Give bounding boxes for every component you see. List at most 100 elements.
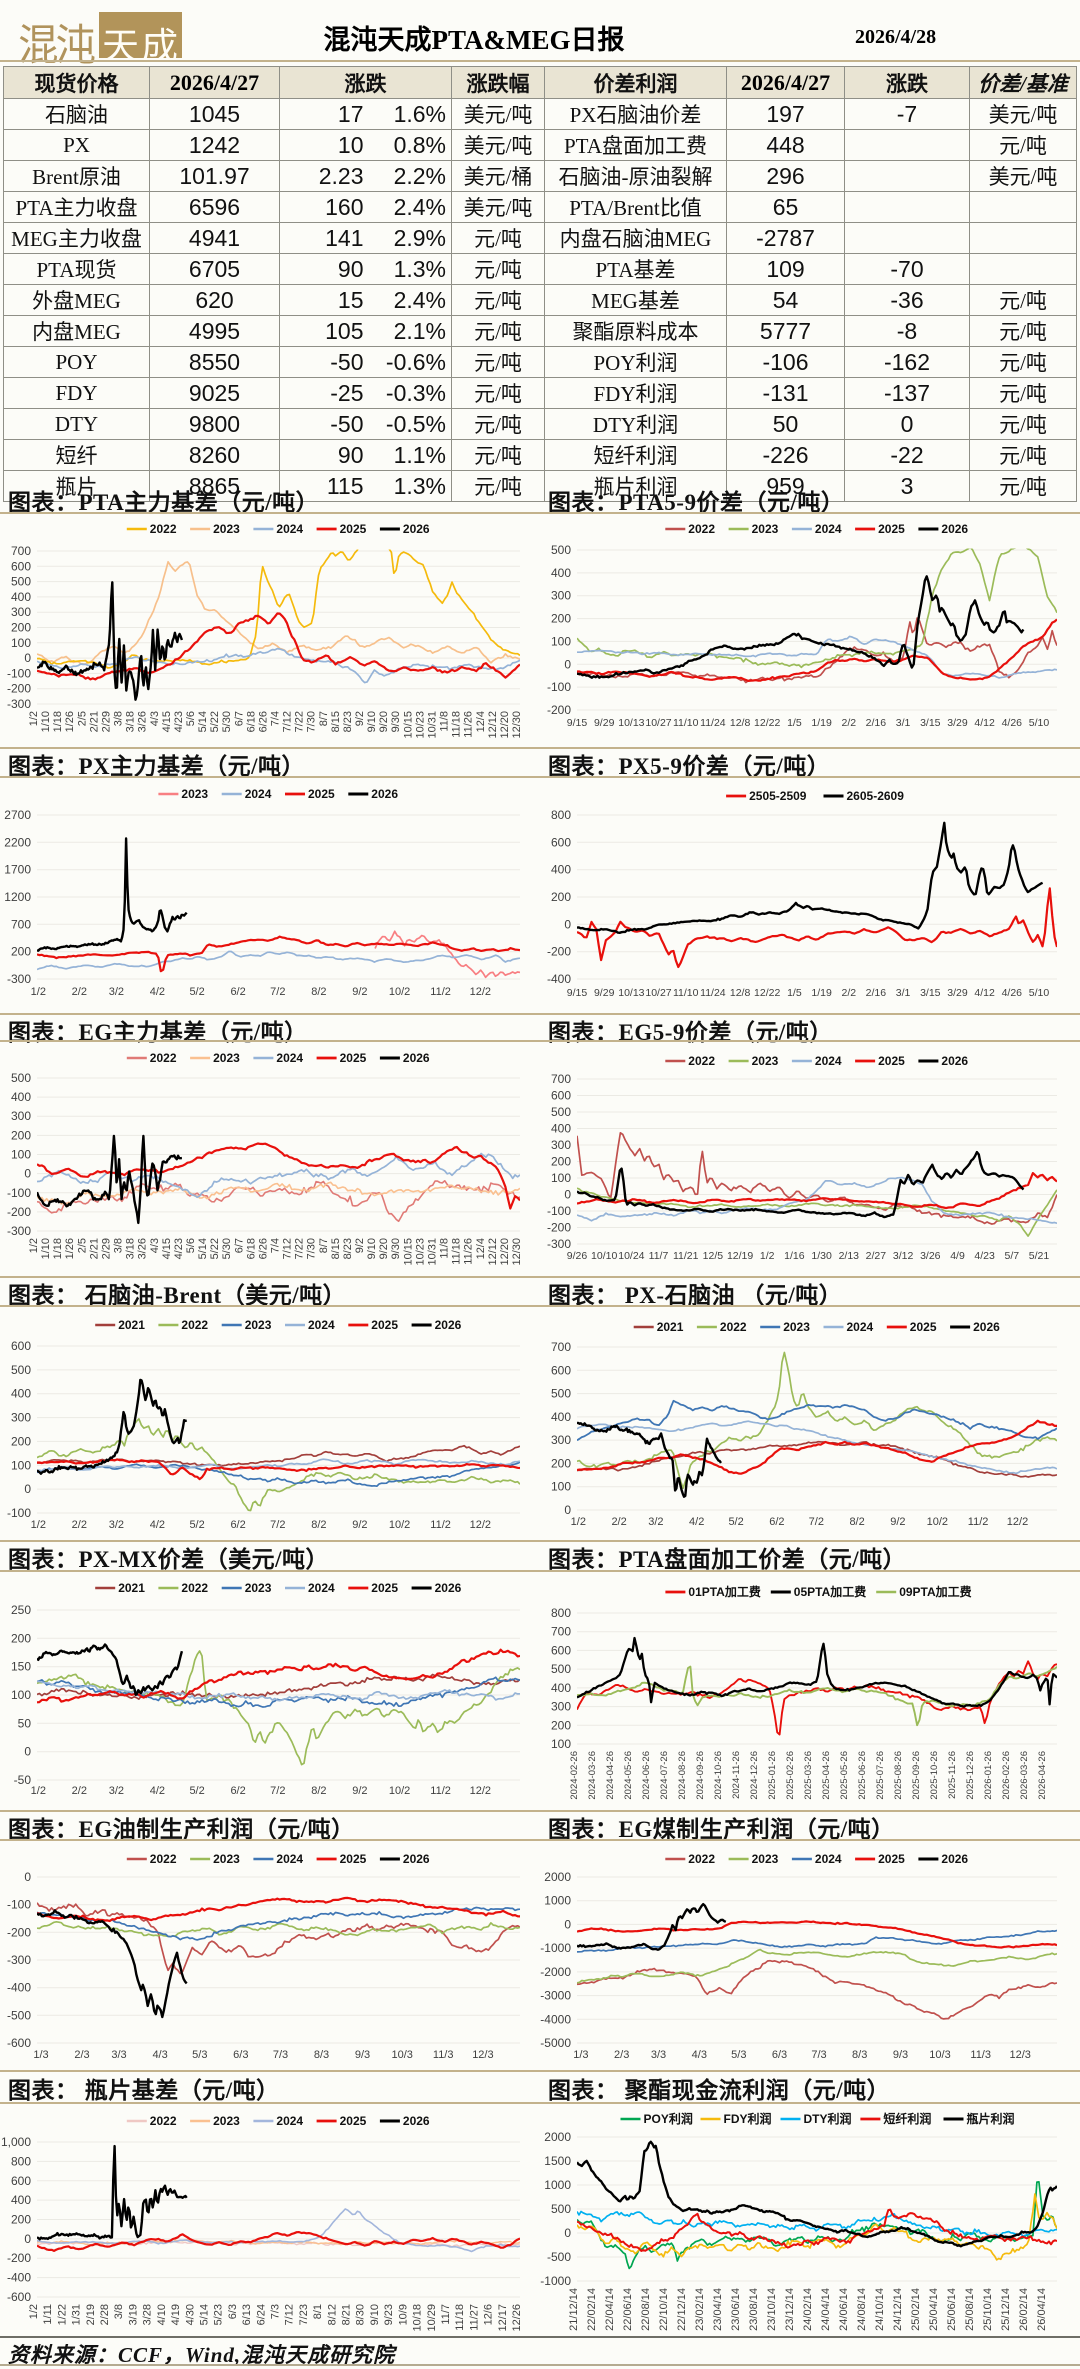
svg-text:11/8: 11/8 xyxy=(439,711,451,732)
svg-text:4/12: 4/12 xyxy=(974,717,995,729)
svg-text:2023: 2023 xyxy=(752,1852,779,1866)
svg-text:-400: -400 xyxy=(547,972,571,986)
svg-text:500: 500 xyxy=(11,1363,31,1377)
svg-text:2024-04-26: 2024-04-26 xyxy=(605,1751,616,1800)
svg-text:2026: 2026 xyxy=(941,522,968,536)
svg-text:2/29: 2/29 xyxy=(101,1238,113,1259)
svg-text:9/10: 9/10 xyxy=(369,2304,381,2325)
svg-text:-100: -100 xyxy=(7,1898,31,1912)
svg-text:0: 0 xyxy=(564,1188,571,1202)
svg-text:6/3: 6/3 xyxy=(772,2049,787,2061)
svg-text:1/18: 1/18 xyxy=(52,711,64,732)
svg-text:2025-09-26: 2025-09-26 xyxy=(911,1751,922,1800)
svg-text:4/3: 4/3 xyxy=(692,2049,707,2061)
svg-text:25/10/14: 25/10/14 xyxy=(982,2288,994,2331)
svg-text:6/2: 6/2 xyxy=(230,1785,245,1797)
svg-text:12/17: 12/17 xyxy=(497,2304,509,2332)
svg-text:4/26: 4/26 xyxy=(1002,717,1023,729)
svg-text:2022: 2022 xyxy=(150,522,177,536)
svg-text:3/26: 3/26 xyxy=(137,711,149,732)
svg-text:12/22: 12/22 xyxy=(754,717,780,729)
svg-text:4/3: 4/3 xyxy=(149,711,161,726)
svg-text:0: 0 xyxy=(24,1745,31,1759)
svg-text:-3000: -3000 xyxy=(540,1989,571,2003)
svg-text:1/18: 1/18 xyxy=(52,1238,64,1259)
svg-text:2024-10-26: 2024-10-26 xyxy=(713,1751,724,1800)
svg-text:7/3: 7/3 xyxy=(270,2304,282,2319)
svg-text:700: 700 xyxy=(551,1340,571,1354)
svg-text:23/04/14: 23/04/14 xyxy=(712,2288,724,2331)
svg-text:1/5: 1/5 xyxy=(787,717,802,729)
svg-text:24/06/14: 24/06/14 xyxy=(838,2288,850,2331)
svg-text:400: 400 xyxy=(551,566,571,580)
svg-text:2025-07-26: 2025-07-26 xyxy=(875,1751,886,1800)
svg-text:2025-05-26: 2025-05-26 xyxy=(839,1751,850,1800)
svg-text:100: 100 xyxy=(551,1480,571,1494)
svg-text:8/2: 8/2 xyxy=(311,1785,326,1797)
svg-text:5/14: 5/14 xyxy=(199,2304,211,2325)
svg-text:4/23: 4/23 xyxy=(173,711,185,732)
svg-text:2025: 2025 xyxy=(340,522,367,536)
svg-text:2025: 2025 xyxy=(878,1054,905,1068)
svg-text:2024-06-26: 2024-06-26 xyxy=(641,1751,652,1800)
svg-text:5/23: 5/23 xyxy=(213,2304,225,2325)
svg-text:9/30: 9/30 xyxy=(390,1238,402,1259)
svg-text:2026: 2026 xyxy=(403,522,430,536)
svg-text:0: 0 xyxy=(24,651,31,665)
svg-text:7/4: 7/4 xyxy=(270,1238,282,1253)
svg-text:1/10: 1/10 xyxy=(40,711,52,732)
svg-text:12/8: 12/8 xyxy=(730,717,751,729)
svg-text:5/7: 5/7 xyxy=(1004,1250,1019,1262)
svg-text:-200: -200 xyxy=(7,1205,31,1219)
svg-text:2/19: 2/19 xyxy=(85,2304,97,2325)
svg-text:12/4: 12/4 xyxy=(475,1238,487,1259)
svg-text:2/16: 2/16 xyxy=(866,717,887,729)
svg-text:10/27: 10/27 xyxy=(645,987,671,999)
svg-text:1/16: 1/16 xyxy=(784,1250,805,1262)
svg-text:2025-06-26: 2025-06-26 xyxy=(857,1751,868,1800)
svg-text:3/8: 3/8 xyxy=(113,1238,125,1253)
svg-text:200: 200 xyxy=(11,2213,31,2227)
svg-text:24/08/14: 24/08/14 xyxy=(856,2288,868,2331)
svg-text:7/2: 7/2 xyxy=(270,986,285,998)
svg-text:11/24: 11/24 xyxy=(700,987,726,999)
svg-text:2025-12-26: 2025-12-26 xyxy=(965,1751,976,1800)
svg-text:2023: 2023 xyxy=(752,1054,779,1068)
svg-text:6/18: 6/18 xyxy=(245,711,257,732)
svg-text:23/06/14: 23/06/14 xyxy=(730,2288,742,2331)
svg-text:0: 0 xyxy=(564,657,571,671)
svg-text:21/12/14: 21/12/14 xyxy=(568,2288,580,2331)
svg-text:5/22: 5/22 xyxy=(209,1238,221,1259)
svg-text:8/23: 8/23 xyxy=(342,711,354,732)
svg-text:9/20: 9/20 xyxy=(378,1238,390,1259)
svg-text:11/10: 11/10 xyxy=(673,717,699,729)
svg-text:11/2: 11/2 xyxy=(430,1785,451,1797)
svg-text:2025: 2025 xyxy=(878,522,905,536)
svg-text:-50: -50 xyxy=(14,1773,32,1787)
svg-text:-500: -500 xyxy=(547,2250,571,2264)
svg-text:10/18: 10/18 xyxy=(412,2304,424,2332)
svg-text:9/3: 9/3 xyxy=(355,2049,370,2061)
svg-text:500: 500 xyxy=(551,1387,571,1401)
svg-text:1/2: 1/2 xyxy=(571,1516,586,1528)
svg-text:2025-08-26: 2025-08-26 xyxy=(893,1751,904,1800)
svg-text:11/2: 11/2 xyxy=(430,1519,451,1531)
svg-text:2/2: 2/2 xyxy=(72,1519,87,1531)
svg-text:2022: 2022 xyxy=(181,1318,208,1332)
svg-text:11/8: 11/8 xyxy=(439,1238,451,1259)
svg-text:500: 500 xyxy=(551,1105,571,1119)
svg-text:10/13: 10/13 xyxy=(618,987,644,999)
svg-text:1/31: 1/31 xyxy=(71,2304,83,2325)
svg-text:POY利润: POY利润 xyxy=(644,2111,693,2126)
svg-text:2022: 2022 xyxy=(150,1852,177,1866)
svg-text:10/29: 10/29 xyxy=(426,2304,438,2332)
svg-text:2023: 2023 xyxy=(213,2114,240,2128)
svg-text:2024: 2024 xyxy=(276,2114,303,2128)
svg-text:11/10: 11/10 xyxy=(673,987,699,999)
svg-text:2026: 2026 xyxy=(973,1320,1000,1334)
svg-text:12/3: 12/3 xyxy=(472,2049,493,2061)
svg-text:8/30: 8/30 xyxy=(355,2304,367,2325)
svg-text:100: 100 xyxy=(551,1171,571,1185)
svg-text:8/3: 8/3 xyxy=(314,2049,329,2061)
svg-text:-200: -200 xyxy=(547,1221,571,1235)
